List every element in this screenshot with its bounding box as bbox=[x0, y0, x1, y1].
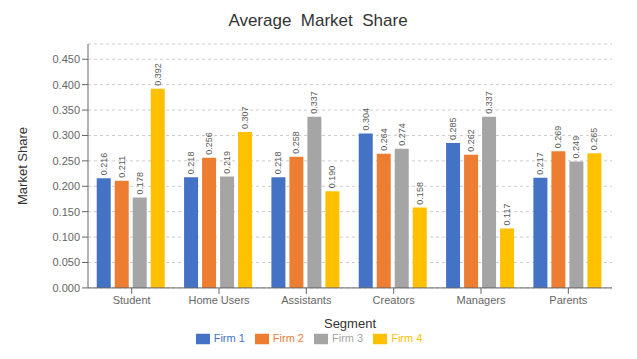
svg-text:0.158: 0.158 bbox=[415, 182, 425, 205]
svg-text:0.250: 0.250 bbox=[52, 155, 80, 167]
svg-text:0.392: 0.392 bbox=[153, 63, 163, 86]
svg-text:0.285: 0.285 bbox=[448, 118, 458, 141]
svg-text:0.262: 0.262 bbox=[466, 129, 476, 152]
svg-text:Managers: Managers bbox=[457, 294, 506, 306]
svg-text:0.217: 0.217 bbox=[535, 152, 545, 175]
svg-text:Student: Student bbox=[113, 294, 151, 306]
svg-text:0.307: 0.307 bbox=[240, 106, 250, 129]
svg-text:0.216: 0.216 bbox=[99, 153, 109, 176]
html-text:Firm 1: Firm 1 bbox=[213, 331, 245, 344]
html-text:Firm 2: Firm 2 bbox=[272, 331, 304, 344]
svg-text:Market Share: Market Share bbox=[15, 127, 30, 205]
svg-text:0.117: 0.117 bbox=[502, 204, 512, 226]
svg-text:0.264: 0.264 bbox=[379, 128, 389, 151]
svg-text:0.450: 0.450 bbox=[52, 53, 80, 65]
svg-text:Home Users: Home Users bbox=[188, 294, 250, 306]
svg-text:0.337: 0.337 bbox=[484, 91, 494, 114]
svg-text:0.337: 0.337 bbox=[309, 91, 319, 114]
svg-text:0.269: 0.269 bbox=[553, 126, 563, 149]
svg-text:0.200: 0.200 bbox=[52, 180, 80, 192]
svg-text:0.350: 0.350 bbox=[52, 104, 80, 116]
svg-text:0.000: 0.000 bbox=[52, 282, 80, 294]
svg-text:0.150: 0.150 bbox=[52, 206, 80, 218]
svg-text:0.211: 0.211 bbox=[117, 156, 127, 178]
svg-text:0.300: 0.300 bbox=[52, 129, 80, 141]
svg-text:0.190: 0.190 bbox=[327, 166, 337, 189]
svg-text:0.256: 0.256 bbox=[204, 132, 214, 155]
svg-text:0.258: 0.258 bbox=[291, 131, 301, 154]
svg-text:0.218: 0.218 bbox=[273, 152, 283, 175]
svg-text:0.249: 0.249 bbox=[571, 136, 581, 159]
svg-text:Assistants: Assistants bbox=[281, 294, 332, 306]
html-text:Average Market Share: Average Market Share bbox=[228, 11, 408, 30]
svg-text:Parents: Parents bbox=[549, 294, 587, 306]
svg-text:0.219: 0.219 bbox=[222, 151, 232, 174]
svg-text:0.178: 0.178 bbox=[135, 172, 145, 195]
svg-text:0.304: 0.304 bbox=[361, 108, 371, 131]
svg-text:0.218: 0.218 bbox=[186, 152, 196, 175]
svg-text:0.400: 0.400 bbox=[52, 79, 80, 91]
svg-text:0.100: 0.100 bbox=[52, 231, 80, 243]
svg-text:Segment: Segment bbox=[324, 316, 376, 331]
html-text:Firm 4: Firm 4 bbox=[391, 331, 423, 344]
svg-text:Creators: Creators bbox=[373, 294, 416, 306]
svg-text:0.050: 0.050 bbox=[52, 256, 80, 268]
html-text:Firm 3: Firm 3 bbox=[332, 331, 364, 344]
svg-text:0.265: 0.265 bbox=[589, 128, 599, 151]
svg-text:0.274: 0.274 bbox=[397, 123, 407, 146]
